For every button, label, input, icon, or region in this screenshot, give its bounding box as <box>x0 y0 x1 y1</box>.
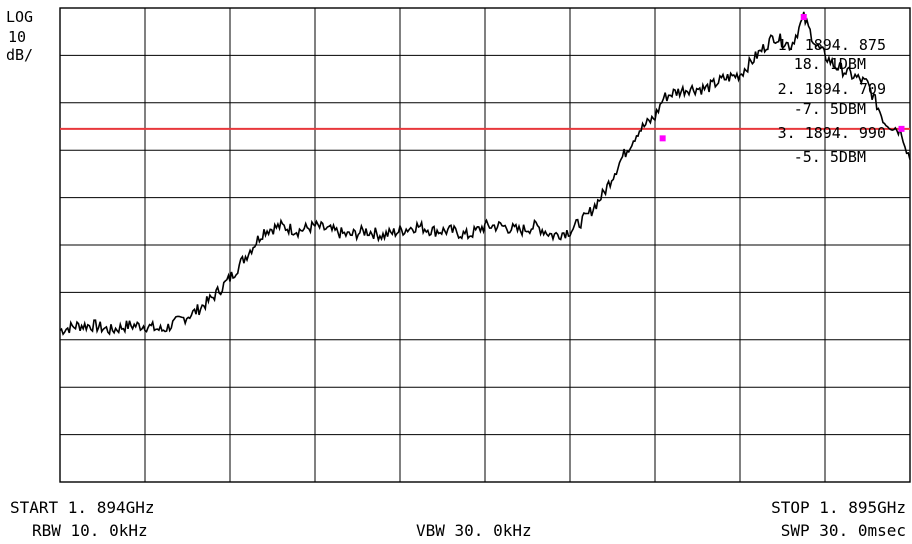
marker-3-dot <box>898 125 905 132</box>
marker-2-label: 2. 1894. 709 <box>778 80 886 98</box>
graticule <box>59 7 911 483</box>
scale-div-value: 10 <box>8 28 26 46</box>
marker-1-label: 1. 1894. 875 <box>778 36 886 54</box>
sweep-time: SWP 30. 0msec <box>781 521 906 540</box>
marker-3-label: 3. 1894. 990 <box>778 124 886 142</box>
marker-2-dot <box>659 135 666 142</box>
spectrum-trace <box>59 11 911 336</box>
start-frequency: START 1. 894GHz <box>10 498 155 517</box>
scale-div-unit: dB/ <box>6 46 33 64</box>
stop-frequency: STOP 1. 895GHz <box>771 498 906 517</box>
resolution-bandwidth: RBW 10. 0kHz <box>32 521 148 540</box>
marker-3-level: -5. 5DBM <box>794 148 866 166</box>
marker-1-level: 18. 1DBM <box>794 55 866 73</box>
marker-2-level: -7. 5DBM <box>794 100 866 118</box>
scale-mode-label: LOG <box>6 8 33 26</box>
marker-dots <box>659 14 905 142</box>
video-bandwidth: VBW 30. 0kHz <box>416 521 532 540</box>
marker-1-dot <box>800 14 807 21</box>
